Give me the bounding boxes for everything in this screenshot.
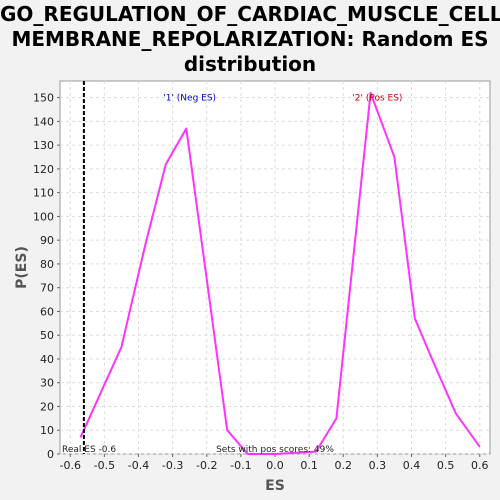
neg-es-annotation: '1' (Neg ES)	[163, 94, 216, 104]
x-tick-label: 0.0	[266, 459, 284, 472]
grid	[60, 81, 490, 455]
chart-title-line-2: MEMBRANE_REPOLARIZATION: Random ES	[11, 27, 489, 51]
chart-title-line-1: GO_REGULATION_OF_CARDIAC_MUSCLE_CELL_	[0, 2, 500, 26]
x-tick-label: 0.3	[369, 459, 387, 472]
y-tick-label: 130	[33, 139, 54, 152]
y-tick-label: 90	[40, 234, 54, 247]
y-tick-label: 50	[40, 329, 54, 342]
x-tick-label: 0.6	[471, 459, 489, 472]
tick-labels: -0.6 -0.5 -0.4 -0.3 -0.2 -0.1 0.0 0.1 0.2 0.3 0.4 0…	[33, 92, 489, 472]
y-tick-label: 10	[40, 424, 54, 437]
y-tick-label: 70	[40, 282, 54, 295]
x-tick-label: -0.2	[196, 459, 217, 472]
x-tick-label: -0.4	[128, 459, 149, 472]
x-tick-label: 0.4	[403, 459, 421, 472]
y-tick-label: 120	[33, 163, 54, 176]
y-tick-label: 0	[47, 448, 54, 461]
x-tick-label: -0.1	[230, 459, 251, 472]
series-layer	[79, 91, 481, 455]
real-es-label: Real ES -0.6	[62, 445, 116, 455]
x-tick-label: 0.1	[300, 459, 318, 472]
es-distribution-line	[79, 91, 481, 455]
y-tick-label: 100	[33, 210, 54, 223]
x-tick-label: 0.2	[335, 459, 353, 472]
x-tick-label: -0.6	[60, 459, 81, 472]
x-tick-label: -0.5	[94, 459, 115, 472]
x-axis-label: ES	[265, 478, 285, 494]
y-tick-label: 30	[40, 377, 54, 390]
pos-scores-footer: Sets with pos scores: 49%	[216, 445, 334, 455]
x-tick-label: -0.3	[162, 459, 183, 472]
chart-title: GO_REGULATION_OF_CARDIAC_MUSCLE_CELL_ ME…	[0, 2, 500, 77]
y-tick-label: 80	[40, 258, 54, 271]
y-tick-label: 20	[40, 400, 54, 413]
y-tick-label: 60	[40, 305, 54, 318]
y-tick-label: 140	[33, 115, 54, 128]
y-tick-label: 150	[33, 92, 54, 105]
x-tick-label: 0.5	[437, 459, 455, 472]
y-tick-label: 40	[40, 353, 54, 366]
chart-title-line-3: distribution	[183, 52, 317, 76]
pos-es-annotation: '2' (Pos ES)	[352, 94, 402, 104]
y-tick-label: 110	[33, 187, 54, 200]
y-axis-label: P(ES)	[14, 246, 30, 289]
